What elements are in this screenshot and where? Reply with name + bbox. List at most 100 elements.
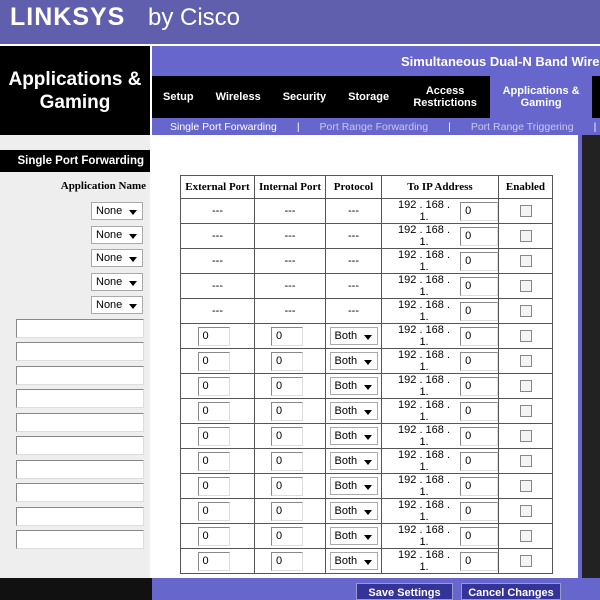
ip-input[interactable]: 0 (460, 551, 498, 571)
external-port-input[interactable]: 0 (197, 426, 230, 446)
application-input[interactable] (16, 530, 144, 549)
enabled-checkbox[interactable] (519, 305, 532, 318)
button[interactable]: Cancel Changes (461, 583, 561, 600)
tab[interactable]: Applications & Gaming (490, 76, 593, 118)
protocol-select[interactable]: Both (329, 327, 378, 345)
ip-input[interactable]: 0 (460, 426, 498, 446)
protocol-select[interactable]: Both (329, 502, 378, 520)
ip-input[interactable]: 0 (460, 451, 498, 471)
external-port-cell: --- (180, 198, 255, 224)
protocol: --- (348, 230, 359, 242)
ip-input[interactable]: 0 (460, 401, 498, 421)
ip-prefix: 192 . 168 . 1. (398, 324, 451, 348)
application-select[interactable]: None (91, 225, 143, 244)
internal-port-input[interactable]: 0 (271, 451, 303, 471)
enabled-checkbox[interactable] (519, 505, 532, 518)
ip-input[interactable]: 0 (460, 226, 498, 246)
table-row: 0 0 Both 192 . 168 . 1. 0 (180, 498, 553, 524)
enabled-checkbox[interactable] (519, 230, 532, 243)
ip-input[interactable]: 0 (460, 326, 498, 346)
protocol-select[interactable]: Both (329, 427, 378, 445)
enabled-checkbox[interactable] (519, 355, 532, 368)
ip-prefix: 192 . 168 . 1. (398, 224, 451, 248)
external-port-input[interactable]: 0 (197, 326, 230, 346)
enabled-checkbox[interactable] (519, 530, 532, 543)
ip-input[interactable]: 0 (460, 376, 498, 396)
protocol-select[interactable]: Both (329, 452, 378, 470)
internal-port-input[interactable]: 0 (271, 376, 303, 396)
application-input[interactable] (16, 483, 144, 502)
external-port-input[interactable]: 0 (197, 551, 230, 571)
application-input[interactable] (16, 365, 144, 385)
application-input[interactable] (16, 342, 144, 361)
application-select[interactable]: None (91, 202, 143, 220)
enabled-checkbox[interactable] (519, 455, 532, 468)
internal-port-input[interactable]: 0 (271, 326, 303, 346)
enabled-cell (498, 423, 553, 449)
enabled-checkbox[interactable] (519, 255, 532, 268)
ip-input[interactable]: 0 (460, 501, 498, 521)
internal-port-input[interactable]: 0 (271, 551, 303, 571)
application-select[interactable]: None (91, 272, 143, 291)
subtab[interactable]: Single Port Forwarding (170, 120, 277, 133)
external-port-input[interactable]: 0 (197, 501, 230, 521)
subtab[interactable]: Port Range Triggering (470, 120, 574, 133)
enabled-checkbox[interactable] (519, 380, 532, 393)
application-input[interactable] (16, 318, 144, 338)
enabled-cell (498, 398, 553, 424)
ip-cell: 192 . 168 . 1. 0 (381, 348, 499, 374)
protocol-cell: Both (325, 473, 382, 499)
tab[interactable]: Setup (163, 91, 194, 103)
protocol-cell: Both (325, 423, 382, 449)
ip-input[interactable]: 0 (460, 351, 498, 371)
application-select[interactable]: None (91, 249, 143, 267)
button[interactable]: Save Settings (356, 583, 453, 600)
enabled-checkbox[interactable] (519, 405, 532, 418)
ip-input[interactable]: 0 (460, 526, 498, 546)
enabled-checkbox[interactable] (519, 205, 532, 218)
protocol-select[interactable]: Both (329, 477, 378, 495)
subtab[interactable]: Port Range Forwarding (319, 120, 429, 133)
protocol-select[interactable]: Both (329, 527, 378, 545)
enabled-checkbox[interactable] (519, 555, 532, 568)
application-input[interactable] (16, 436, 144, 455)
enabled-checkbox[interactable] (519, 280, 532, 293)
internal-port-input[interactable]: 0 (271, 351, 303, 371)
external-port-input[interactable]: 0 (197, 451, 230, 471)
protocol-select[interactable]: Both (329, 402, 378, 420)
application-input[interactable] (16, 506, 144, 526)
ip-input[interactable]: 0 (460, 476, 498, 496)
internal-port-input[interactable]: 0 (271, 426, 303, 446)
external-port-input[interactable]: 0 (197, 401, 230, 421)
external-port-input[interactable]: 0 (197, 476, 230, 496)
enabled-checkbox[interactable] (519, 480, 532, 493)
ip-input[interactable]: 0 (460, 301, 498, 321)
protocol-select[interactable]: Both (329, 552, 378, 570)
tab[interactable]: Storage (348, 91, 390, 103)
enabled-checkbox[interactable] (519, 430, 532, 443)
external-port-input[interactable]: 0 (197, 376, 230, 396)
internal-port-input[interactable]: 0 (271, 476, 303, 496)
protocol-select[interactable]: Both (329, 352, 378, 370)
ip-input[interactable]: 0 (460, 201, 498, 221)
internal-port-input[interactable]: 0 (271, 501, 303, 521)
protocol-cell: Both (325, 448, 382, 474)
external-port-input[interactable]: 0 (197, 351, 230, 371)
ip-input[interactable]: 0 (460, 276, 498, 296)
application-input[interactable] (16, 389, 144, 408)
enabled-checkbox[interactable] (519, 330, 532, 343)
ip-input[interactable]: 0 (460, 251, 498, 271)
external-port-input[interactable]: 0 (197, 526, 230, 546)
tab[interactable]: Access Restrictions (413, 85, 477, 109)
ip-prefix: 192 . 168 . 1. (398, 299, 451, 323)
tab[interactable]: Wireless (215, 91, 261, 103)
tab[interactable]: Security (282, 91, 327, 103)
table-row: 0 0 Both 192 . 168 . 1. 0 (180, 373, 553, 399)
application-input[interactable] (16, 459, 144, 479)
internal-port-input[interactable]: 0 (271, 526, 303, 546)
internal-port-input[interactable]: 0 (271, 401, 303, 421)
column-header: Enabled (498, 175, 553, 199)
application-input[interactable] (16, 412, 144, 432)
application-select[interactable]: None (91, 296, 143, 314)
protocol-select[interactable]: Both (329, 377, 378, 395)
